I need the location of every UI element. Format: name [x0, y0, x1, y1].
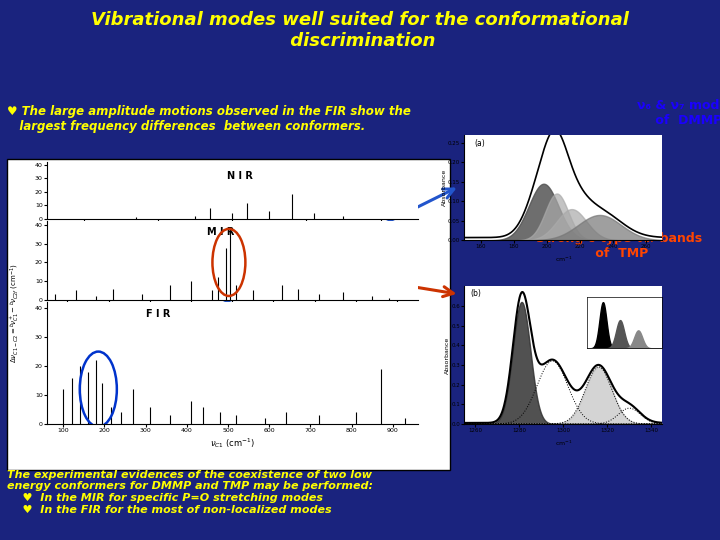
Text: The experimental evidences of the coexistence of two low
energy conformers for D: The experimental evidences of the coexis… [7, 470, 373, 515]
X-axis label: cm$^{-1}$: cm$^{-1}$ [554, 438, 572, 448]
Text: $\Delta\nu_{C1-C2}=^{b}\!\nu_{C1}^{+}-^{b}\!\nu_{C2f}\ (\rm{cm}^{-1})$: $\Delta\nu_{C1-C2}=^{b}\!\nu_{C1}^{+}-^{… [9, 263, 22, 363]
FancyBboxPatch shape [7, 159, 450, 470]
Y-axis label: Absorbance: Absorbance [445, 336, 450, 374]
X-axis label: $\nu_{C1}\ (\rm{cm}^{-1})$: $\nu_{C1}\ (\rm{cm}^{-1})$ [210, 436, 255, 450]
Text: F I R: F I R [146, 309, 170, 319]
X-axis label: cm$^{-1}$: cm$^{-1}$ [554, 255, 572, 264]
Text: ♥ The large amplitude motions observed in the FIR show the
   largest frequency : ♥ The large amplitude motions observed i… [7, 105, 411, 133]
Text: (b): (b) [470, 289, 481, 298]
Text: Strong c-type ν₂₇ bands
 of  TMP: Strong c-type ν₂₇ bands of TMP [536, 232, 702, 260]
Text: Vibrational modes well suited for the conformational
 discrimination: Vibrational modes well suited for the co… [91, 11, 629, 50]
Text: N I R: N I R [227, 171, 253, 181]
Text: ν₆ & ν₇ modes
 of  DMMP: ν₆ & ν₇ modes of DMMP [637, 99, 720, 127]
Y-axis label: Absorbance: Absorbance [441, 169, 446, 206]
Text: M I R: M I R [207, 227, 235, 238]
Text: (a): (a) [474, 139, 485, 147]
